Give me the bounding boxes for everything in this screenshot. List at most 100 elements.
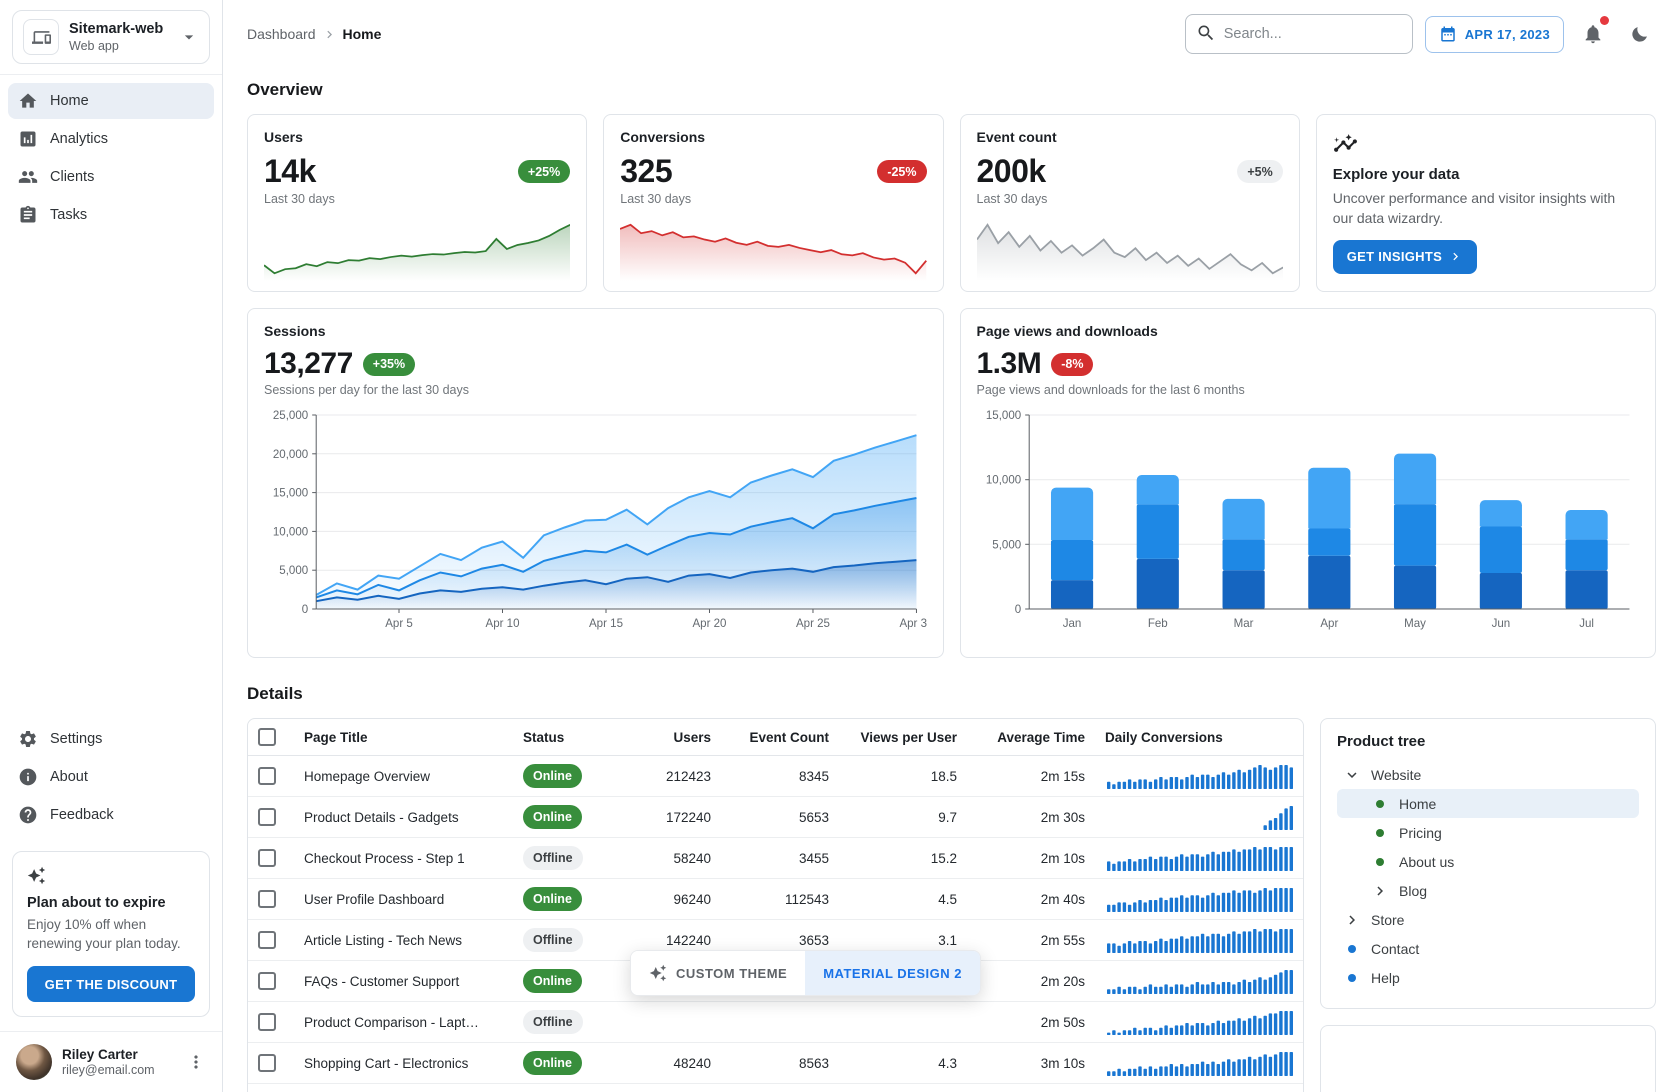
checkbox-cell [248,878,294,920]
get-insights-label: GET INSIGHTS [1346,249,1443,265]
sidebar-item-settings[interactable]: Settings [8,721,214,757]
chevron-right-icon [322,27,337,42]
tree-item-pricing[interactable]: Pricing [1337,818,1639,847]
event-count-cell [721,1001,839,1043]
daily-conversions-cell [1095,878,1303,920]
notifications-button[interactable] [1576,16,1610,51]
sidebar-item-about[interactable]: About [8,759,214,795]
date-label: APR 17, 2023 [1464,26,1550,42]
svg-text:20,000: 20,000 [273,449,308,461]
sparkle-icon [27,866,195,885]
tree-item-store[interactable]: Store [1337,905,1639,934]
tree-item-home[interactable]: Home [1337,789,1639,818]
details-heading: Details [247,684,303,703]
tree-item-label: Blog [1399,882,1428,899]
sidebar-item-analytics[interactable]: Analytics [8,121,214,157]
custom-theme-label: CUSTOM THEME [676,965,788,981]
custom-theme-button[interactable]: CUSTOM THEME [631,951,806,995]
row-checkbox[interactable] [258,849,276,867]
user-email: riley@email.com [62,1063,155,1078]
moon-icon [1629,24,1650,45]
page-views-bar-chart: Jan Feb Mar Apr May Jun Jul 0 5,000 10,000 15,000 [977,405,1640,651]
svg-text:10,000: 10,000 [985,475,1020,487]
row-checkbox[interactable] [258,1054,276,1072]
page-title-cell: Checkout Process - Step 1 [294,837,513,879]
sidebar-item-label: Home [50,93,89,109]
sidebar-nav-main: Home Analytics Clients Tasks [0,75,222,241]
main-content: Dashboard Home APR 17, 2023 Overview [223,0,1680,1092]
table-row: Product Details - Gadgets Online 172240 565… [248,796,1303,838]
views-per-user-cell: 15.2 [839,837,967,879]
info-icon [18,767,38,787]
tree-item-blog[interactable]: Blog [1337,876,1639,905]
event-count-stat-card: Event count 200k +5% Last 30 days [959,114,1300,292]
sidebar-item-tasks[interactable]: Tasks [8,197,214,233]
row-checkbox[interactable] [258,808,276,826]
workspace-type: Web app [69,38,119,53]
users-cell: 172240 [613,796,721,838]
row-checkbox[interactable] [258,1013,276,1031]
views-per-user-cell: 4.5 [839,878,967,920]
tree-item-label: Contact [1371,940,1420,957]
daily-conversions-sparkline [1107,765,1293,789]
status-cell: Online [513,878,613,920]
sidebar-item-home[interactable]: Home [8,83,214,119]
date-picker-button[interactable]: APR 17, 2023 [1424,15,1564,53]
svg-text:Jun: Jun [1491,618,1510,630]
svg-text:5,000: 5,000 [279,565,308,577]
svg-text:5,000: 5,000 [992,539,1021,551]
status-cell: Online [513,1042,613,1084]
tree-item-contact[interactable]: Contact [1337,934,1639,963]
get-discount-button[interactable]: GET THE DISCOUNT [27,966,195,1002]
more-vertical-icon[interactable] [186,1052,206,1072]
explore-data-card: Explore your data Uncover performance an… [1315,114,1656,292]
sidebar-item-clients[interactable]: Clients [8,159,214,195]
select-all-checkbox[interactable] [258,728,276,746]
tasks-icon [18,205,38,225]
workspace-selector[interactable]: Sitemark-web Web app [12,10,210,64]
average-time-cell: 2m 10s [967,837,1095,879]
row-checkbox[interactable] [258,767,276,785]
page-title-cell: User Profile Dashboard [294,878,513,920]
daily-conversions-cell [1095,1042,1303,1084]
event-count-cell: 8345 [721,755,839,797]
devices-icon [23,19,59,55]
sessions-title: Sessions [264,323,326,339]
material-design-2-label: MATERIAL DESIGN 2 [823,965,962,981]
sidebar-item-label: Feedback [50,806,114,823]
svg-text:Apr 15: Apr 15 [589,618,623,630]
page-views-caption: Page views and downloads for the last 6 … [976,383,1245,397]
svg-text:Apr 10: Apr 10 [485,618,519,630]
breadcrumb-dashboard[interactable]: Dashboard [247,26,316,42]
daily-conversions-sparkline [1107,929,1293,953]
user-footer: Riley Carter riley@email.com [0,1031,222,1092]
svg-text:10,000: 10,000 [273,526,308,538]
status-badge: Offline [523,928,583,952]
tree-item-help[interactable]: Help [1337,963,1639,992]
trend-chip: +5% [1237,160,1283,183]
row-checkbox[interactable] [258,931,276,949]
search-input[interactable] [1184,14,1413,54]
svg-text:0: 0 [302,604,308,616]
plan-card: Plan about to expire Enjoy 10% off when … [12,850,210,1017]
tree-item-about-us[interactable]: About us [1337,847,1639,876]
get-insights-button[interactable]: GET INSIGHTS [1332,239,1478,274]
svg-text:Jan: Jan [1062,618,1081,630]
table-header-row: Page Title Status Users Event Count Views pe… [248,719,1303,756]
row-checkbox[interactable] [258,972,276,990]
page-title-cell: Product Comparison - Lapt… [294,1001,513,1043]
conversions-stat-card: Conversions 325 -25% Last 30 days [603,114,944,292]
table-row: Homepage Overview Online 212423 8345 18.5 2m … [248,755,1303,797]
material-design-2-button[interactable]: MATERIAL DESIGN 2 [805,951,980,995]
column-header: Status [513,719,613,756]
daily-conversions-sparkline [1107,888,1293,912]
row-checkbox[interactable] [258,890,276,908]
stat-title: Event count [976,129,1057,145]
daily-conversions-sparkline [1107,847,1293,871]
average-time-cell: 3m 10s [967,1042,1095,1084]
avatar [16,1044,52,1080]
daily-conversions-cell [1095,960,1303,1002]
sidebar-item-feedback[interactable]: Feedback [8,797,214,833]
dark-mode-button[interactable] [1622,17,1656,51]
tree-item-website[interactable]: Website [1337,760,1639,789]
